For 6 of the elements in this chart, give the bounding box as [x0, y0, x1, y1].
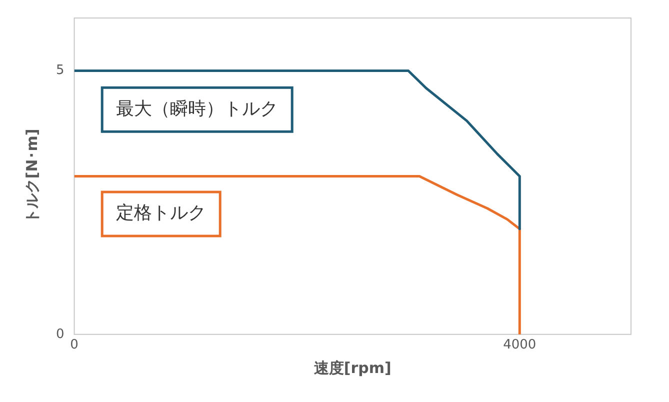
y-axis-title: トルク[N･m] — [22, 128, 41, 224]
y-tick-label: 5 — [56, 63, 64, 78]
x-axis-title: 速度[rpm] — [314, 358, 392, 377]
series-label: 最大（瞬時）トルク — [116, 98, 278, 120]
x-tick-label: 4000 — [503, 338, 536, 353]
series-label: 定格トルク — [116, 202, 206, 224]
